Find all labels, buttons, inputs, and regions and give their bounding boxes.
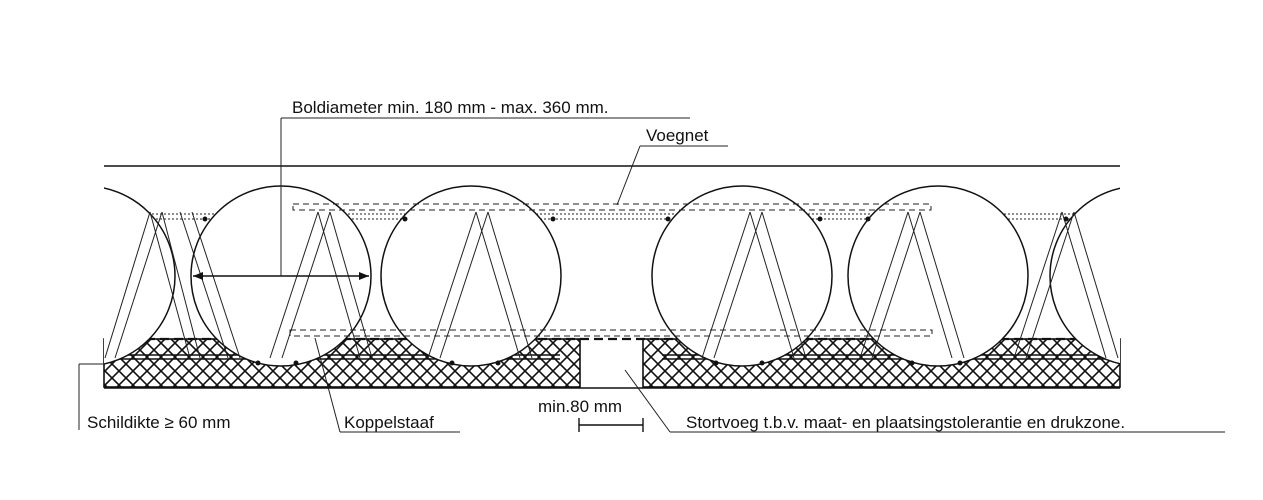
- leader-coupling-bar: [314, 337, 460, 433]
- void-ball: [104, 187, 176, 365]
- void-ball: [380, 185, 562, 367]
- void-formers: [104, 185, 1120, 367]
- pour-joint-label: Stortvoeg t.b.v. maat- en plaatsingstole…: [686, 413, 1125, 432]
- leader-pour-joint: [624, 369, 1225, 433]
- leader-shell-thickness: [78, 363, 104, 430]
- ball-diameter-label: Boldiameter min. 180 mm - max. 360 mm.: [292, 98, 608, 117]
- void-ball: [1049, 187, 1120, 365]
- min-gap-dimension: [578, 418, 644, 432]
- leader-ball-diameter: [280, 117, 690, 276]
- void-ball: [651, 185, 833, 367]
- shell-thickness-label: Schildikte ≥ 60 mm: [87, 413, 231, 432]
- rebar-dots: [202, 216, 1069, 366]
- lattice-trusses: [104, 211, 1119, 359]
- min-gap-label: min.80 mm: [538, 397, 622, 416]
- coupling-bar-label: Koppelstaaf: [344, 413, 434, 432]
- leader-joint-mesh: [616, 145, 728, 206]
- joint-mesh-label: Voegnet: [646, 126, 709, 145]
- void-ball: [847, 185, 1029, 367]
- joint-mesh: [289, 203, 933, 337]
